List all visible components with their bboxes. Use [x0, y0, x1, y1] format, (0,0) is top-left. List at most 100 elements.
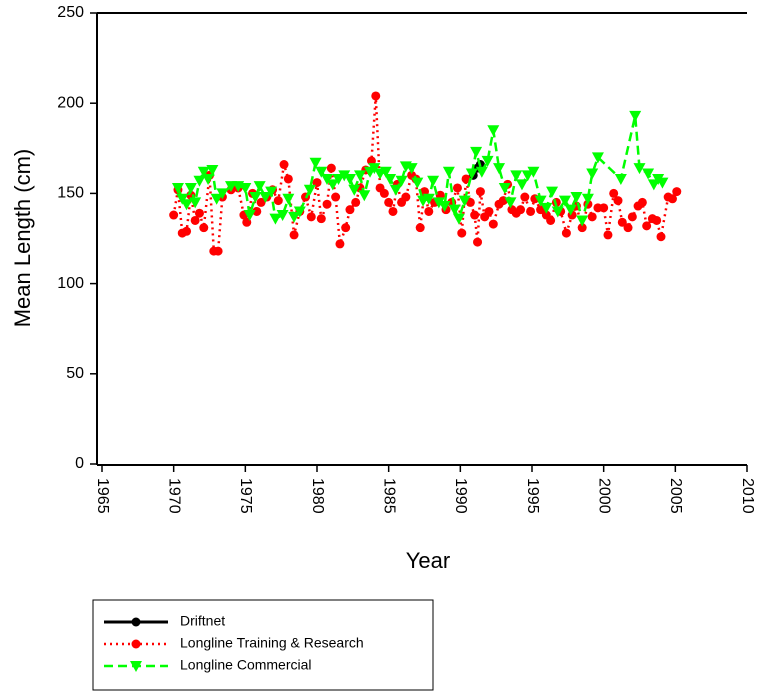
marker	[202, 173, 215, 185]
legend-marker	[131, 639, 141, 649]
marker	[379, 166, 392, 178]
y-axis-label: Mean Length (cm)	[10, 149, 35, 328]
marker	[481, 155, 494, 167]
marker	[309, 157, 322, 169]
y-tick-label: 200	[57, 94, 84, 111]
x-tick-label: 1985	[380, 478, 397, 514]
marker	[540, 202, 553, 214]
marker	[642, 168, 655, 180]
marker	[617, 217, 627, 227]
marker	[637, 197, 647, 207]
marker	[288, 211, 301, 223]
marker	[473, 237, 483, 247]
marker	[197, 166, 210, 178]
marker	[384, 173, 397, 185]
marker	[672, 187, 682, 197]
marker	[384, 197, 394, 207]
marker	[171, 182, 184, 194]
marker	[331, 192, 341, 202]
marker	[603, 230, 613, 240]
marker	[614, 173, 627, 185]
marker	[348, 184, 361, 196]
marker	[438, 201, 451, 213]
marker	[242, 217, 252, 227]
marker	[389, 184, 402, 196]
marker	[633, 163, 646, 175]
marker	[411, 177, 424, 189]
marker	[587, 212, 597, 222]
marker	[199, 223, 209, 233]
marker	[667, 194, 677, 204]
marker	[551, 206, 564, 218]
marker	[515, 179, 528, 191]
marker	[516, 205, 526, 215]
marker	[576, 215, 589, 227]
y-tick-label: 50	[66, 365, 84, 382]
marker	[527, 166, 540, 178]
marker	[609, 188, 619, 198]
marker	[564, 204, 577, 216]
marker	[427, 175, 440, 187]
marker	[326, 179, 339, 191]
marker	[613, 196, 623, 206]
marker	[256, 197, 266, 207]
marker	[358, 190, 371, 202]
marker	[276, 210, 289, 222]
marker	[558, 195, 571, 207]
legend-label: Longline Training & Research	[180, 635, 364, 651]
marker	[249, 192, 262, 204]
legend-box	[92, 599, 434, 691]
legend-marker	[131, 617, 141, 627]
marker	[442, 166, 455, 178]
marker	[184, 182, 197, 194]
legend-marker	[130, 661, 142, 672]
marker	[190, 215, 200, 225]
marker	[283, 174, 293, 184]
marker	[534, 195, 547, 207]
marker	[269, 213, 282, 225]
x-tick-label: 1995	[524, 478, 541, 514]
marker	[487, 125, 500, 137]
marker	[570, 192, 583, 204]
marker	[405, 163, 418, 175]
marker	[475, 187, 485, 197]
marker	[282, 193, 295, 205]
marker	[488, 219, 498, 229]
marker	[465, 168, 478, 180]
marker	[252, 206, 262, 216]
marker	[586, 168, 599, 180]
y-tick-label: 150	[57, 185, 84, 202]
marker	[458, 195, 471, 207]
x-axis-label: Year	[406, 548, 450, 573]
marker	[379, 188, 389, 198]
marker	[239, 182, 252, 194]
marker	[306, 212, 316, 222]
marker	[627, 212, 637, 222]
marker	[424, 206, 434, 216]
marker	[194, 208, 204, 218]
marker	[345, 205, 355, 215]
marker	[599, 203, 609, 213]
marker	[461, 174, 471, 184]
marker	[475, 166, 488, 178]
marker	[577, 223, 587, 233]
marker	[432, 197, 445, 209]
x-tick-label: 1980	[309, 478, 326, 514]
marker	[629, 110, 642, 122]
y-tick-label: 100	[57, 275, 84, 292]
marker	[656, 177, 669, 189]
marker	[354, 170, 366, 182]
x-tick-label: 1990	[452, 478, 469, 514]
marker	[510, 170, 523, 182]
marker	[206, 164, 219, 176]
marker	[265, 186, 278, 198]
marker	[395, 175, 408, 187]
y-tick-label: 250	[57, 4, 84, 21]
x-tick-label: 1970	[165, 478, 182, 514]
marker	[343, 173, 356, 185]
series-line	[172, 95, 678, 253]
marker	[193, 175, 206, 187]
marker	[371, 91, 381, 101]
marker	[422, 193, 435, 205]
